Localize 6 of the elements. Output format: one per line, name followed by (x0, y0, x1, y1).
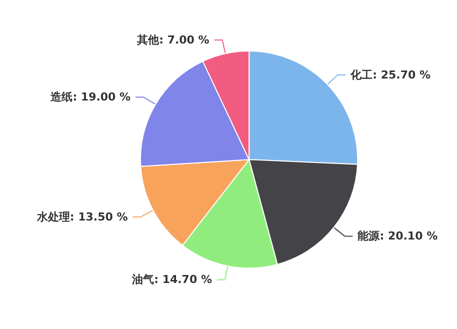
slice-label: 油气: 14.70 % (131, 273, 212, 286)
slice-label: 其他: 7.00 % (136, 33, 210, 46)
slice-label: 能源: 20.10 % (358, 230, 438, 243)
slice-label: 造纸: 19.00 % (50, 90, 131, 104)
slice-label: 水处理: 13.50 % (36, 210, 128, 224)
slice-label: 化工: 25.70 % (350, 68, 430, 82)
